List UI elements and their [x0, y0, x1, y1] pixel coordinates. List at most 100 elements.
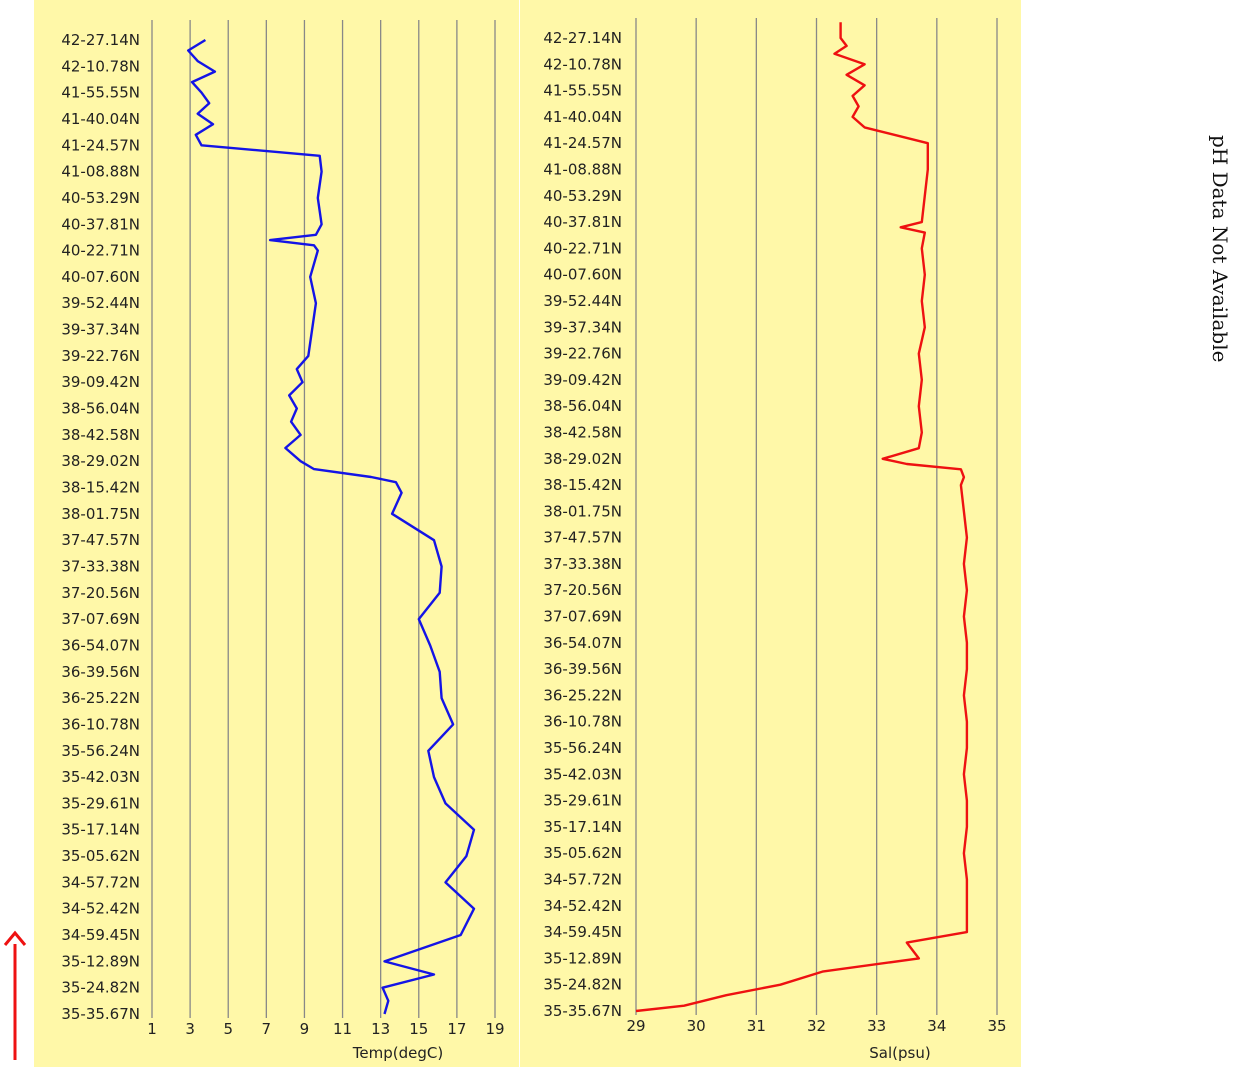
salinity-latitude-label: 38-01.75N: [543, 502, 622, 520]
salinity-latitude-label: 36-10.78N: [543, 713, 622, 731]
salinity-latitude-label: 39-52.44N: [543, 292, 622, 310]
temp-x-tick-label: 7: [262, 1020, 272, 1038]
temp-latitude-label: 36-10.78N: [61, 715, 140, 733]
salinity-latitude-label: 36-25.22N: [543, 686, 622, 704]
salinity-x-tick-label: 30: [687, 1017, 706, 1035]
temp-latitude-label: 40-07.60N: [61, 268, 140, 286]
temp-latitude-label: 39-52.44N: [61, 294, 140, 312]
temp-latitude-label: 35-35.67N: [61, 1005, 140, 1023]
temp-latitude-label: 36-54.07N: [61, 636, 140, 654]
temp-latitude-label: 37-47.57N: [61, 531, 140, 549]
salinity-latitude-label: 35-42.03N: [543, 765, 622, 783]
temp-gridlines: [151, 20, 496, 1018]
temp-latitude-label: 42-10.78N: [61, 57, 140, 75]
salinity-x-tick-label: 31: [747, 1017, 766, 1035]
temp-x-tick-label: 1: [147, 1020, 157, 1038]
temp-latitude-label: 41-55.55N: [61, 84, 140, 102]
temp-latitude-label: 37-07.69N: [61, 610, 140, 628]
temp-latitude-label: 35-24.82N: [61, 979, 140, 997]
salinity-latitude-label: 41-55.55N: [543, 82, 622, 100]
salinity-latitude-label: 35-35.67N: [543, 1002, 622, 1020]
salinity-latitude-label: 38-56.04N: [543, 397, 622, 415]
salinity-latitude-label: 36-54.07N: [543, 634, 622, 652]
salinity-latitude-label: 38-29.02N: [543, 450, 622, 468]
salinity-latitude-label: 41-24.57N: [543, 134, 622, 152]
salinity-gridlines: [635, 18, 998, 1015]
salinity-latitude-label: 34-57.72N: [543, 871, 622, 889]
temp-x-tick-label: 5: [223, 1020, 233, 1038]
salinity-latitude-label: 40-22.71N: [543, 239, 622, 257]
salinity-series-line: [635, 22, 969, 1013]
salinity-x-tick-labels: 29 30 31 32 33 34 35: [626, 1017, 1006, 1035]
temp-x-tick-label: 9: [300, 1020, 310, 1038]
temp-latitude-label: 35-56.24N: [61, 742, 140, 760]
salinity-x-tick-label: 29: [626, 1017, 645, 1035]
temp-latitude-label: 40-37.81N: [61, 215, 140, 233]
salinity-latitude-label: 37-20.56N: [543, 581, 622, 599]
temp-latitude-label: 37-33.38N: [61, 557, 140, 575]
temp-latitude-label: 34-59.45N: [61, 926, 140, 944]
salinity-x-axis-label: Sal(psu): [869, 1044, 930, 1062]
salinity-latitude-label: 34-59.45N: [543, 923, 622, 941]
temp-panel-background: [34, 0, 519, 1067]
salinity-panel-background: [520, 0, 1021, 1067]
temp-latitude-label: 38-42.58N: [61, 426, 140, 444]
temp-x-tick-label: 3: [185, 1020, 195, 1038]
temp-x-tick-label: 17: [447, 1020, 466, 1038]
salinity-latitude-label: 41-40.04N: [543, 108, 622, 126]
temp-latitude-label: 36-39.56N: [61, 663, 140, 681]
temp-latitude-label: 41-24.57N: [61, 136, 140, 154]
salinity-latitude-label: 38-15.42N: [543, 476, 622, 494]
temp-x-tick-label: 11: [333, 1020, 352, 1038]
salinity-x-tick-label: 34: [927, 1017, 946, 1035]
direction-arrow: [3, 930, 27, 1060]
temp-latitude-label: 35-17.14N: [61, 821, 140, 839]
temp-latitude-label: 41-08.88N: [61, 163, 140, 181]
temp-latitude-label: 39-22.76N: [61, 347, 140, 365]
salinity-x-tick-label: 32: [807, 1017, 826, 1035]
temp-latitude-label: 36-25.22N: [61, 689, 140, 707]
temp-latitude-label: 37-20.56N: [61, 584, 140, 602]
temp-latitude-label: 40-22.71N: [61, 242, 140, 260]
temp-latitude-label: 35-42.03N: [61, 768, 140, 786]
temp-x-tick-labels: 1 3 5 7 9 11 13 15 17 19: [147, 1020, 504, 1038]
salinity-latitude-label: 41-08.88N: [543, 160, 622, 178]
salinity-latitude-labels: 42-27.14N 42-10.78N 41-55.55N 41-40.04N 41-2…: [543, 29, 622, 1020]
salinity-latitude-label: 42-10.78N: [543, 55, 622, 73]
temp-latitude-label: 40-53.29N: [61, 189, 140, 207]
salinity-latitude-label: 36-39.56N: [543, 660, 622, 678]
temp-latitude-label: 34-57.72N: [61, 873, 140, 891]
salinity-latitude-label: 39-09.42N: [543, 371, 622, 389]
temp-x-axis-label: Temp(degC): [352, 1044, 443, 1062]
ph-unavailable-note: pH Data Not Available: [1208, 135, 1232, 363]
temp-latitude-label: 41-40.04N: [61, 110, 140, 128]
temp-latitude-labels: 42-27.14N 42-10.78N 41-55.55N 41-40.04N 41-2…: [61, 31, 140, 1023]
salinity-latitude-label: 35-24.82N: [543, 976, 622, 994]
salinity-latitude-label: 40-37.81N: [543, 213, 622, 231]
salinity-latitude-label: 40-53.29N: [543, 187, 622, 205]
temp-latitude-label: 38-15.42N: [61, 479, 140, 497]
temp-x-tick-label: 19: [485, 1020, 504, 1038]
temp-latitude-label: 35-29.61N: [61, 794, 140, 812]
temp-x-tick-label: 15: [409, 1020, 428, 1038]
temp-latitude-label: 38-56.04N: [61, 400, 140, 418]
salinity-latitude-label: 34-52.42N: [543, 897, 622, 915]
temp-latitude-label: 39-37.34N: [61, 321, 140, 339]
salinity-latitude-label: 40-07.60N: [543, 266, 622, 284]
temp-latitude-label: 35-05.62N: [61, 847, 140, 865]
salinity-x-tick-label: 35: [987, 1017, 1006, 1035]
temp-latitude-label: 39-09.42N: [61, 373, 140, 391]
temp-latitude-label: 42-27.14N: [61, 31, 140, 49]
temp-x-tick-label: 13: [371, 1020, 390, 1038]
salinity-latitude-label: 35-05.62N: [543, 844, 622, 862]
arrow-head: [3, 930, 27, 946]
temp-latitude-label: 35-12.89N: [61, 952, 140, 970]
temp-series-line: [187, 38, 476, 1015]
temp-latitude-label: 38-01.75N: [61, 505, 140, 523]
salinity-latitude-label: 35-29.61N: [543, 792, 622, 810]
temp-latitude-label: 38-29.02N: [61, 452, 140, 470]
temp-latitude-label: 34-52.42N: [61, 900, 140, 918]
salinity-latitude-label: 37-47.57N: [543, 529, 622, 547]
salinity-latitude-label: 39-22.76N: [543, 345, 622, 363]
